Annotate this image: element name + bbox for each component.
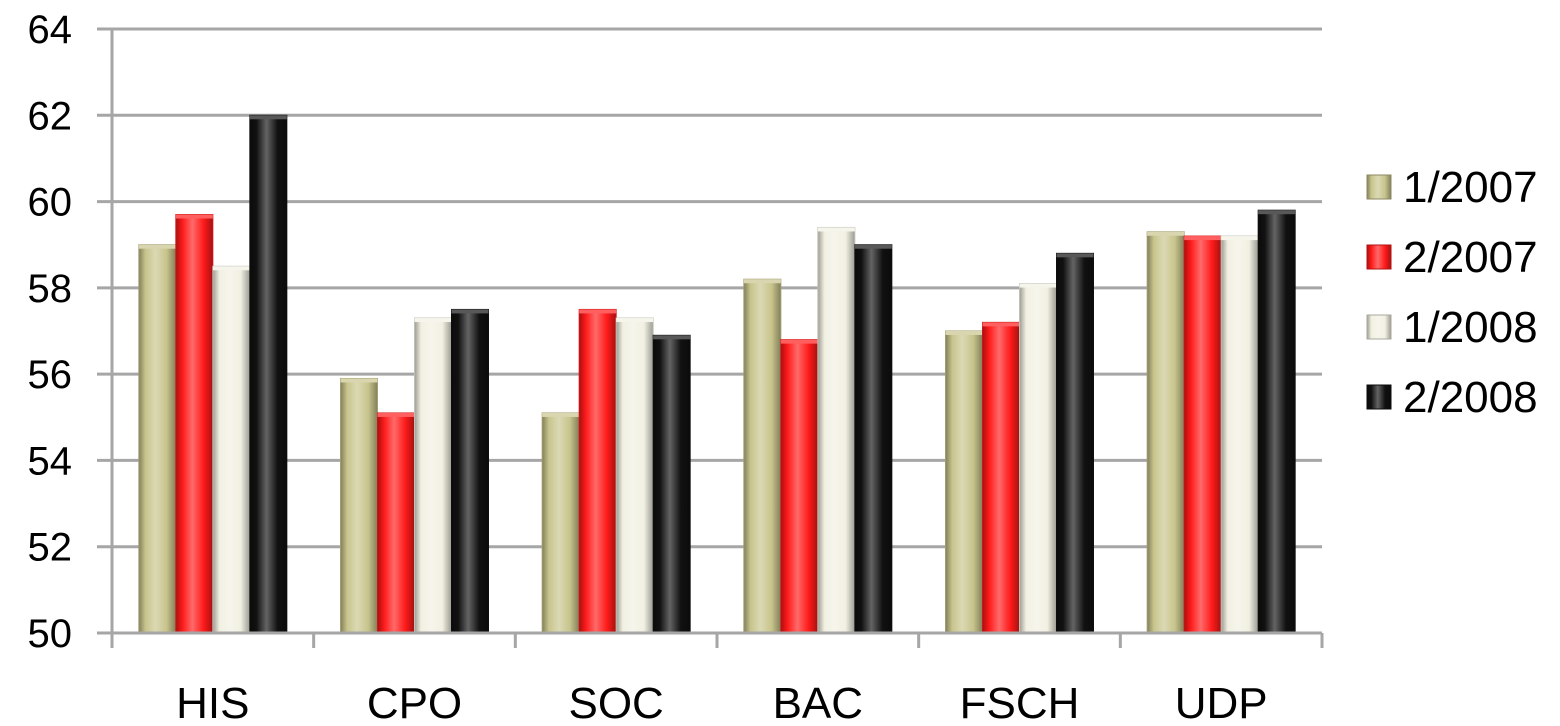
y-tick-label: 50 xyxy=(28,612,73,656)
bar-cpo-0 xyxy=(340,377,378,634)
legend-label: 2/2007 xyxy=(1403,233,1538,282)
bar-top-highlight xyxy=(780,339,818,344)
x-tick-label: UDP xyxy=(1175,679,1268,726)
bar-soc-2 xyxy=(615,317,654,634)
legend-swatch xyxy=(1366,314,1392,340)
gridlines xyxy=(97,27,1322,635)
x-tick-label: CPO xyxy=(367,679,462,726)
bar-fsch-0 xyxy=(945,330,983,634)
bar-his-0 xyxy=(138,244,177,634)
legend-label: 1/2007 xyxy=(1403,163,1538,212)
y-tick-label: 58 xyxy=(28,267,73,311)
bar-top-highlight xyxy=(743,279,781,284)
y-tick-label: 62 xyxy=(28,94,73,138)
bar-top-highlight xyxy=(653,335,691,340)
bar-cpo-1 xyxy=(377,412,415,634)
bar-his-2 xyxy=(212,265,251,634)
bar-top-highlight xyxy=(579,309,617,314)
legend-swatch xyxy=(1366,174,1392,200)
bar-bac-1 xyxy=(780,339,819,634)
x-tick-label: FSCH xyxy=(960,679,1080,726)
y-tick-label: 54 xyxy=(28,439,73,483)
legend-swatch xyxy=(1366,244,1392,270)
legend-label: 1/2008 xyxy=(1403,303,1538,352)
bar-bac-0 xyxy=(743,278,782,634)
bar-udp-0 xyxy=(1146,231,1185,634)
bar-udp-2 xyxy=(1220,235,1259,634)
bar-top-highlight xyxy=(340,378,378,383)
bar-top-highlight xyxy=(212,266,250,271)
bar-top-highlight xyxy=(1221,236,1259,241)
bar-soc-1 xyxy=(578,308,617,634)
legend-label: 2/2008 xyxy=(1403,373,1538,422)
bar-fsch-1 xyxy=(982,321,1020,634)
y-tick-label: 52 xyxy=(28,526,73,570)
bar-soc-0 xyxy=(541,412,580,634)
bar-top-highlight xyxy=(1258,210,1296,215)
bar-top-highlight xyxy=(1147,231,1185,236)
bar-his-1 xyxy=(175,214,214,634)
y-tick-label: 60 xyxy=(28,181,73,225)
bar-top-highlight xyxy=(945,331,983,335)
y-tick-label: 56 xyxy=(28,353,73,397)
bar-top-highlight xyxy=(1184,236,1222,241)
bar-top-highlight xyxy=(451,309,489,314)
bar-cpo-2 xyxy=(414,317,452,634)
bar-top-highlight xyxy=(817,227,855,232)
bar-udp-1 xyxy=(1183,235,1222,634)
bar-bac-2 xyxy=(817,226,856,634)
x-tick-label: SOC xyxy=(568,679,663,726)
bar-top-highlight xyxy=(377,412,415,417)
bar-top-highlight xyxy=(854,244,892,249)
bar-top-highlight xyxy=(542,412,580,417)
bar-fsch-3 xyxy=(1056,252,1094,634)
bar-top-highlight xyxy=(138,244,176,249)
y-tick-label: 64 xyxy=(28,8,73,52)
bar-top-highlight xyxy=(616,318,654,323)
x-tick-label: BAC xyxy=(773,679,863,726)
legend: 1/2007 2/2007 1/2008 2/2008 xyxy=(1366,163,1538,422)
bar-top-highlight xyxy=(982,322,1020,327)
bar-top-highlight xyxy=(414,318,452,323)
bar-top-highlight xyxy=(1056,253,1094,258)
bar-his-3 xyxy=(249,114,288,634)
bar-cpo-3 xyxy=(451,308,489,634)
bars xyxy=(138,114,1296,634)
axes: 50 52 54 56 58 60 62 64 HIS CPO SOC BAC FSCH UDP xyxy=(28,8,1324,726)
bar-udp-3 xyxy=(1257,209,1296,634)
legend-swatch xyxy=(1366,384,1392,410)
bar-soc-3 xyxy=(652,334,691,634)
bar-top-highlight xyxy=(1019,283,1057,288)
bar-top-highlight xyxy=(249,115,287,120)
x-tick-label: HIS xyxy=(176,679,249,726)
bar-fsch-2 xyxy=(1019,283,1057,634)
bar-top-highlight xyxy=(175,214,213,219)
bar-bac-3 xyxy=(854,244,893,634)
